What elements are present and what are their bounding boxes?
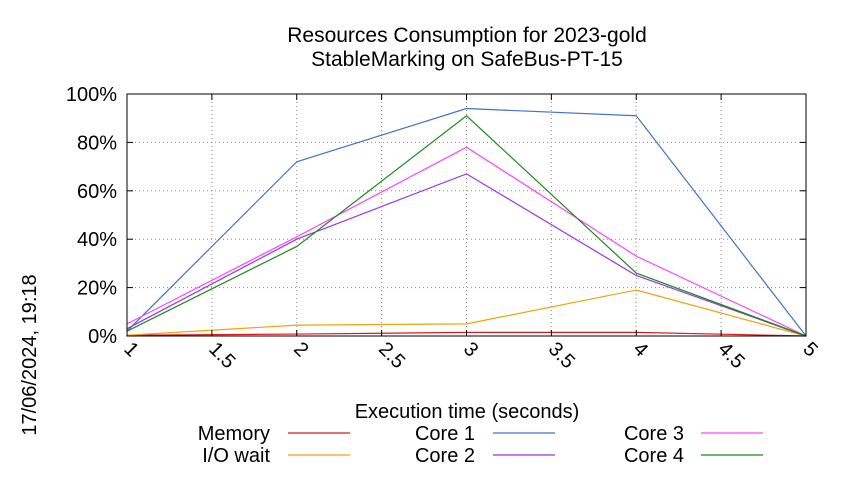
x-tick-label: 4.5: [714, 338, 749, 373]
series-line-i-o-wait: [126, 289, 807, 337]
x-tick-label: 3: [459, 338, 482, 361]
x-tick-label: 2: [289, 338, 312, 361]
x-tick-label: 1.5: [204, 338, 239, 373]
y-tick-label: 60%: [77, 181, 117, 203]
x-tick-label: 3.5: [544, 338, 579, 373]
legend-label: Core 4: [624, 445, 684, 467]
chart-title-line1: Resources Consumption for 2023-gold: [287, 24, 647, 47]
legend-item-core-4: Core 4: [624, 445, 763, 467]
y-tick-labels: 0% 20% 40% 60% 80% 100%: [66, 84, 806, 348]
series-line-core-1: [126, 107, 807, 337]
legend-label: Core 3: [624, 423, 684, 445]
x-tick-label: 5: [798, 338, 821, 361]
x-tick-label: 1: [119, 338, 142, 361]
y-tick-label: 100%: [66, 84, 117, 106]
chart-title-line2: StableMarking on SafeBus-PT-15: [311, 48, 623, 71]
legend-item-memory: Memory: [198, 423, 350, 445]
y-tick-label: 40%: [77, 229, 117, 251]
x-tick-label: 4: [629, 338, 652, 361]
y-tick-label: 80%: [77, 132, 117, 154]
x-axis-label: Execution time (seconds): [355, 401, 580, 423]
legend-label: Core 2: [415, 445, 475, 467]
legend-label: Core 1: [415, 423, 475, 445]
series-line-core-3: [126, 146, 807, 337]
y-tick-label: 0%: [88, 326, 117, 348]
x-tick-label: 2.5: [374, 338, 409, 373]
series-line-core-2: [126, 173, 807, 337]
legend-label: Memory: [198, 423, 270, 445]
y-tick-label: 20%: [77, 278, 117, 300]
side-timestamp: 17/06/2024, 19:18: [19, 274, 41, 435]
legend-item-i-o-wait: I/O wait: [202, 445, 350, 467]
legend-item-core-1: Core 1: [415, 423, 555, 445]
legend-label: I/O wait: [202, 445, 270, 467]
legend-item-core-2: Core 2: [415, 445, 555, 467]
legend-item-core-3: Core 3: [624, 423, 763, 445]
series-line-core-4: [126, 114, 807, 337]
